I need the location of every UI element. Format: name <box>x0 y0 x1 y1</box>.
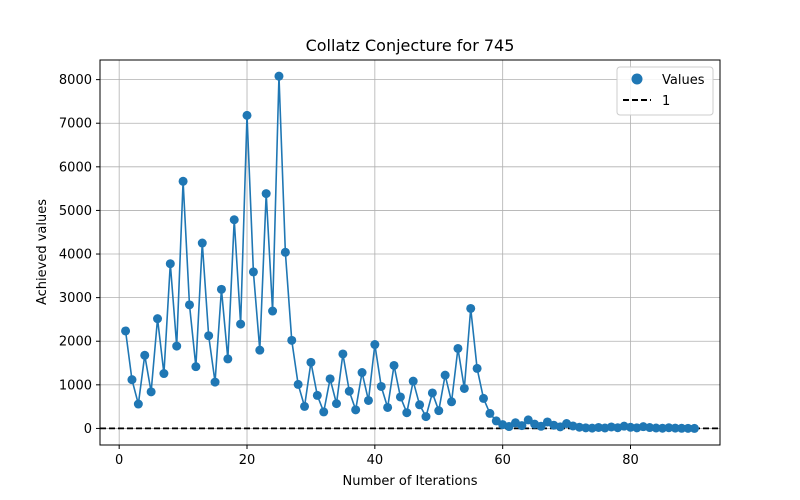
data-point <box>178 176 188 186</box>
y-tick-label: 2000 <box>59 335 92 350</box>
data-point <box>351 405 361 415</box>
data-point <box>594 422 604 432</box>
data-point <box>657 423 667 433</box>
data-point <box>268 306 278 316</box>
x-tick-label: 40 <box>367 453 384 468</box>
data-point <box>133 399 143 409</box>
data-point <box>255 345 265 355</box>
plot-frame <box>99 59 721 446</box>
data-point <box>172 341 182 351</box>
x-tick-label: 60 <box>494 453 511 468</box>
data-point <box>402 408 412 418</box>
data-point <box>153 314 163 324</box>
y-tick-label: 3000 <box>59 291 92 306</box>
x-tick-label: 80 <box>622 453 639 468</box>
y-tick-label: 0 <box>84 422 92 437</box>
data-point <box>472 363 482 373</box>
data-point <box>248 267 258 277</box>
data-point <box>370 340 380 350</box>
data-point <box>363 395 373 405</box>
data-point <box>223 354 233 364</box>
data-point <box>127 375 137 385</box>
data-point <box>184 300 194 310</box>
y-tick-label: 4000 <box>59 248 92 263</box>
data-point <box>357 368 367 378</box>
data-point <box>159 369 169 379</box>
data-point <box>197 238 207 248</box>
data-point <box>236 319 246 329</box>
grid-lines <box>100 60 720 445</box>
data-point <box>338 349 348 359</box>
data-point <box>383 402 393 412</box>
data-point <box>121 326 131 336</box>
x-axis-label: Number of Iterations <box>343 474 478 489</box>
y-axis-label: Achieved values <box>35 199 50 305</box>
legend-marker-values <box>631 73 643 85</box>
data-point <box>261 189 271 199</box>
y-tick-label: 8000 <box>59 73 92 88</box>
y-tick-label: 1000 <box>59 378 92 393</box>
data-point <box>287 335 297 345</box>
data-point <box>479 393 489 403</box>
data-point <box>415 400 425 410</box>
data-point <box>344 386 354 396</box>
data-point <box>689 423 699 433</box>
data-point <box>216 284 226 294</box>
data-point <box>146 387 156 397</box>
x-tick-label: 0 <box>115 453 123 468</box>
data-point <box>331 399 341 409</box>
data-point <box>459 383 469 393</box>
data-point <box>677 423 687 433</box>
data-point <box>165 259 175 269</box>
chart-title: Collatz Conjecture for 745 <box>306 36 515 55</box>
data-point <box>389 360 399 370</box>
data-point <box>664 423 674 433</box>
legend-label-reference: 1 <box>662 94 670 109</box>
data-point <box>683 423 693 433</box>
data-point <box>376 381 386 391</box>
data-point <box>447 397 457 407</box>
data-point <box>274 71 284 81</box>
data-point <box>645 423 655 433</box>
data-point <box>408 376 418 386</box>
data-point <box>306 357 316 367</box>
y-tick-label: 5000 <box>59 204 92 219</box>
series-group <box>121 71 699 433</box>
y-tick-label: 7000 <box>59 117 92 132</box>
data-point <box>191 362 201 372</box>
data-point <box>319 407 329 417</box>
data-point <box>204 331 214 341</box>
data-point <box>517 421 527 431</box>
data-point <box>581 423 591 433</box>
data-point <box>140 350 150 360</box>
data-point <box>453 343 463 353</box>
data-point <box>523 415 533 425</box>
data-point <box>300 401 310 411</box>
y-tick-label: 6000 <box>59 160 92 175</box>
legend: Values 1 <box>616 66 714 116</box>
data-point <box>651 423 661 433</box>
y-axis-ticks: 0 1000 2000 3000 4000 5000 6000 7000 8000 <box>59 73 100 437</box>
data-point <box>229 215 239 225</box>
x-axis-ticks: 0 20 40 60 80 <box>115 445 639 468</box>
data-point <box>395 392 405 402</box>
data-point <box>210 377 220 387</box>
data-point <box>670 423 680 433</box>
data-point <box>421 412 431 422</box>
data-point <box>280 247 290 257</box>
data-point <box>325 374 335 384</box>
data-point <box>312 390 322 400</box>
legend-label-values: Values <box>662 73 705 88</box>
data-point <box>485 408 495 418</box>
data-point <box>434 406 444 416</box>
data-point <box>293 379 303 389</box>
data-point <box>536 421 546 431</box>
x-tick-label: 20 <box>239 453 256 468</box>
data-point <box>440 370 450 380</box>
data-point <box>242 110 252 120</box>
data-point <box>427 388 437 398</box>
data-point <box>466 303 476 313</box>
